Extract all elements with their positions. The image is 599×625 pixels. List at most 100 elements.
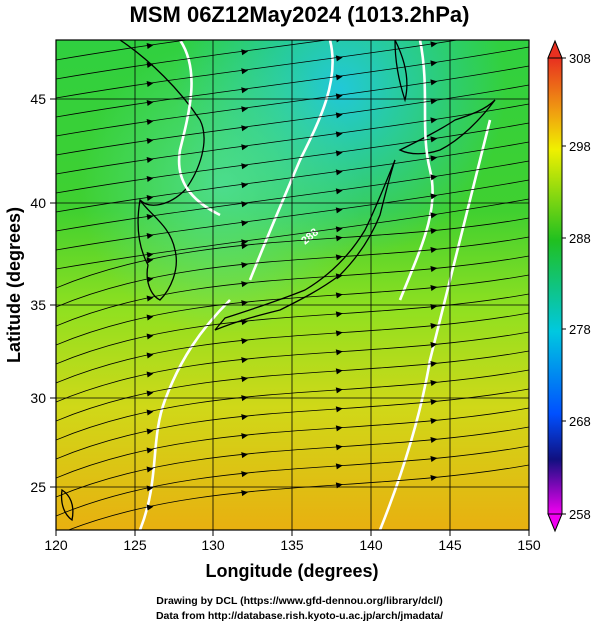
colorbar: 308 298 288 278 268 258 xyxy=(547,39,591,533)
streamline-arrow xyxy=(430,212,438,219)
streamline-arrow xyxy=(241,338,249,345)
streamline-arrow xyxy=(146,447,154,454)
streamline-arrow xyxy=(241,262,249,269)
streamline-arrow xyxy=(335,368,343,375)
streamline-arrow xyxy=(241,471,249,478)
streamline xyxy=(67,464,529,530)
streamline-arrow xyxy=(430,41,438,48)
colorbar-tick-label: 298 xyxy=(569,139,591,154)
streamline-arrow xyxy=(335,387,343,394)
streamline-arrow xyxy=(241,452,249,459)
streamline-arrow xyxy=(241,319,249,326)
streamline-arrow xyxy=(335,463,343,470)
streamline-arrow xyxy=(430,361,438,368)
streamline-arrow xyxy=(146,100,154,106)
x-tick-labels: 120 125 130 135 140 145 150 xyxy=(44,537,541,553)
streamline xyxy=(56,445,529,517)
streamline xyxy=(56,369,529,441)
streamline-arrow xyxy=(335,131,343,138)
streamline-arrow xyxy=(146,276,154,283)
streamline xyxy=(56,122,529,194)
streamline xyxy=(56,198,529,270)
streamline xyxy=(56,350,529,422)
streamline xyxy=(56,65,529,137)
streamline-arrow xyxy=(430,475,438,482)
streamline-arrow xyxy=(430,155,438,162)
streamline-arrow xyxy=(241,281,249,288)
streamline-arrow xyxy=(241,30,248,36)
streamline xyxy=(56,40,330,80)
streamline-arrow xyxy=(241,182,249,189)
streamline-arrow xyxy=(336,17,343,23)
streamline-arrow xyxy=(335,425,343,432)
streamline xyxy=(56,388,529,460)
streamline-arrow xyxy=(335,311,343,318)
wind-streamlines xyxy=(56,17,529,530)
axis-ticks xyxy=(50,98,530,536)
streamline-arrow xyxy=(146,233,154,239)
y-tick-label: 35 xyxy=(30,297,46,313)
streamline-arrow xyxy=(146,81,154,87)
streamline-arrow xyxy=(335,254,343,261)
streamline-arrow xyxy=(241,144,249,151)
streamline-arrow xyxy=(146,138,154,144)
streamline-arrow xyxy=(146,214,154,220)
streamline-arrow xyxy=(146,314,154,321)
streamline-arrow xyxy=(430,79,438,86)
streamline-arrow xyxy=(241,87,249,94)
streamline-arrow xyxy=(335,188,343,195)
streamline-arrow xyxy=(146,176,154,182)
streamline-arrow xyxy=(241,49,249,56)
graticule xyxy=(56,40,529,530)
streamline-arrow xyxy=(146,195,154,201)
streamline-arrow xyxy=(430,456,438,463)
streamline-arrow xyxy=(430,380,438,387)
streamline-arrow xyxy=(146,333,154,340)
map-plot-area: 288 xyxy=(56,17,529,530)
streamline-arrow xyxy=(146,62,154,68)
colorbar-scale xyxy=(547,57,563,515)
streamline-arrow xyxy=(146,504,154,511)
streamline-arrow xyxy=(146,157,154,163)
credit-data: Data from http://database.rish.kyoto-u.a… xyxy=(155,610,444,622)
streamline-arrow xyxy=(241,300,249,307)
colorbar-tick-label: 308 xyxy=(569,51,591,66)
streamline-arrow xyxy=(335,93,343,100)
streamline-arrow xyxy=(335,112,343,119)
x-tick-label: 150 xyxy=(517,537,541,553)
streamline-arrow xyxy=(430,437,438,444)
streamline xyxy=(56,46,529,118)
credit-drawing: Drawing by DCL (https://www.gfd-dennou.o… xyxy=(156,595,443,607)
streamline-arrow xyxy=(146,252,154,258)
streamline-arrow xyxy=(146,295,154,302)
y-tick-label: 45 xyxy=(30,91,46,107)
streamline xyxy=(56,255,529,327)
streamline xyxy=(56,141,529,213)
streamline-arrow xyxy=(241,220,249,227)
colorbar-tick-label: 278 xyxy=(569,322,591,337)
streamline-arrow xyxy=(335,292,343,299)
x-axis-label: Longitude (degrees) xyxy=(205,561,378,581)
streamline-arrow xyxy=(335,330,343,337)
streamline xyxy=(56,426,529,498)
y-tick-label: 30 xyxy=(30,390,46,406)
streamline-arrow xyxy=(241,243,249,250)
colorbar-max-triangle xyxy=(547,39,563,59)
x-tick-label: 135 xyxy=(280,537,304,553)
streamline-arrow xyxy=(146,466,154,473)
streamline-arrow xyxy=(241,414,249,421)
streamline xyxy=(56,236,529,308)
streamline-arrow xyxy=(241,106,249,113)
x-tick-label: 140 xyxy=(359,537,383,553)
streamline-arrow xyxy=(335,207,343,214)
streamline-arrow xyxy=(241,376,249,383)
y-axis-label: Latitude (degrees) xyxy=(4,207,24,363)
streamline-arrow xyxy=(335,406,343,413)
streamline-arrow xyxy=(430,22,437,28)
streamline-arrow xyxy=(241,68,249,75)
y-tick-label: 25 xyxy=(30,479,46,495)
streamline xyxy=(56,40,190,61)
streamline xyxy=(56,407,529,479)
streamline-arrow xyxy=(430,117,438,124)
streamline-arrow xyxy=(335,235,343,242)
